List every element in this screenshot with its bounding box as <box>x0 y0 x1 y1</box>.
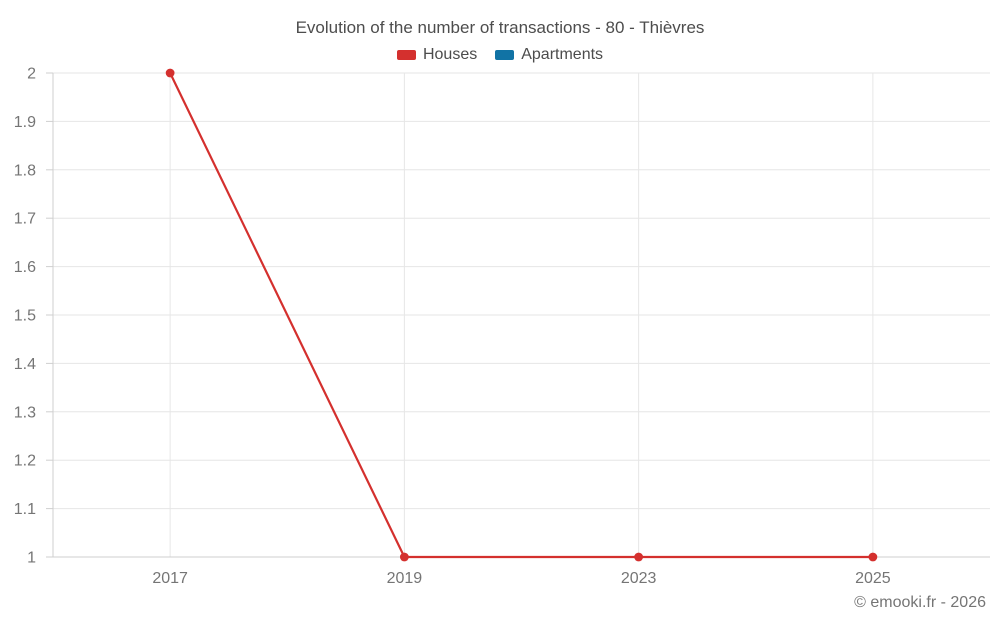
y-axis-tick-label: 1.7 <box>14 211 36 228</box>
chart-title: Evolution of the number of transactions … <box>295 18 705 37</box>
y-axis-tick-label: 1.4 <box>14 356 36 373</box>
houses-swatch-icon <box>396 50 416 60</box>
x-axis-tick-label: 2025 <box>855 570 891 587</box>
series-line-houses <box>169 72 873 559</box>
y-axis-tick-label: 1.2 <box>14 453 36 470</box>
data-point-houses[interactable] <box>868 552 878 562</box>
data-point-houses[interactable] <box>399 552 409 562</box>
legend-label-houses: Houses <box>422 46 478 63</box>
data-point-houses[interactable] <box>165 68 175 78</box>
copyright-text: © emooki.fr - 2026 <box>854 594 986 611</box>
y-axis-tick-label: 1.8 <box>14 162 36 179</box>
y-axis-tick-label: 1.1 <box>14 501 36 518</box>
x-axis-tick-label: 2017 <box>152 570 188 587</box>
y-axis-tick-label: 2 <box>27 66 36 83</box>
x-axis-tick-label: 2019 <box>387 570 423 587</box>
legend-item-apartments[interactable]: Apartments <box>495 46 603 64</box>
x-axis-tick-label: 2023 <box>621 570 657 587</box>
data-point-houses[interactable] <box>634 552 644 562</box>
legend-item-houses[interactable]: Houses <box>396 46 478 64</box>
y-axis-tick-label: 1.6 <box>14 259 36 276</box>
apartments-swatch-icon <box>495 50 515 60</box>
y-axis-tick-label: 1.5 <box>14 308 36 325</box>
y-axis-tick-label: 1.9 <box>14 114 36 131</box>
y-axis-tick-label: 1 <box>27 550 36 567</box>
chart-legend: Houses Apartments <box>0 46 1000 64</box>
legend-label-apartments: Apartments <box>521 46 604 63</box>
y-axis-tick-label: 1.3 <box>14 404 36 421</box>
